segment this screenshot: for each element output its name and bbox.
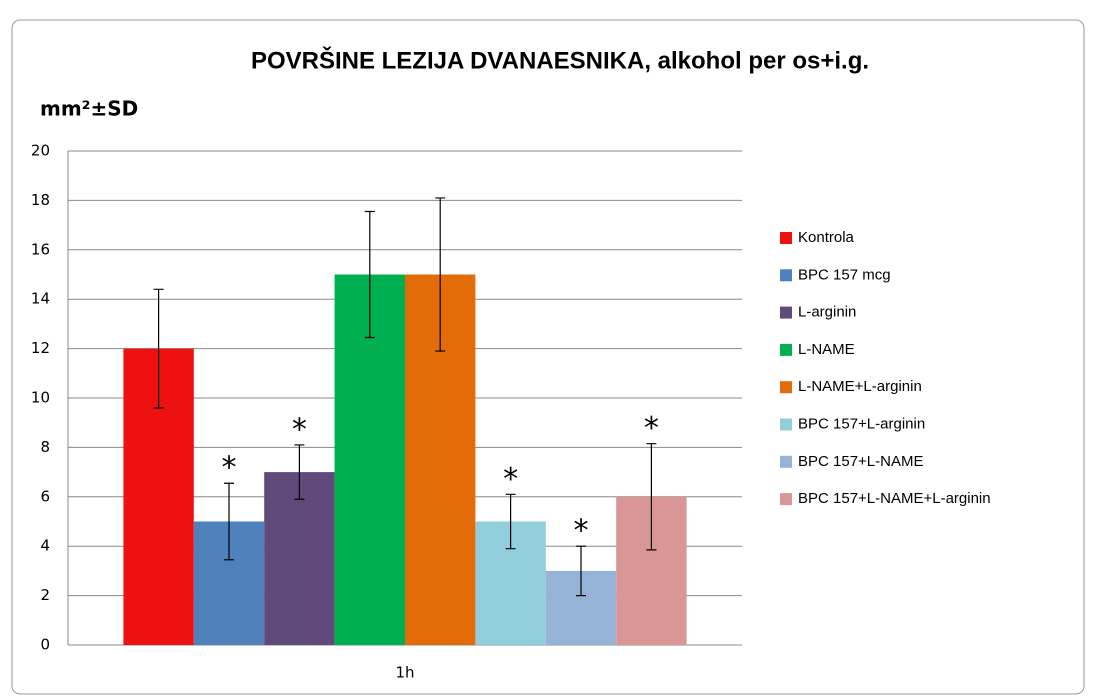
y-tick-label: 4 — [40, 537, 50, 555]
significance-label: * — [642, 411, 660, 446]
y-tick-label: 10 — [31, 389, 50, 407]
significance-label: * — [290, 412, 308, 447]
significance-label: * — [572, 514, 590, 549]
y-tick-label: 0 — [40, 636, 50, 654]
legend-swatch — [780, 455, 792, 468]
legend-swatch — [780, 343, 792, 356]
error-bar — [435, 197, 446, 352]
y-tick-label: 14 — [31, 290, 50, 308]
legend-swatch — [780, 493, 792, 506]
legend-swatch — [780, 269, 792, 282]
legend-swatch — [780, 381, 792, 394]
error-bar — [224, 482, 234, 561]
error-bar — [294, 444, 305, 500]
legend-label: BPC 157+L-arginin — [798, 415, 925, 432]
significance-label: * — [502, 462, 520, 497]
error-bar — [153, 288, 164, 409]
legend-label: BPC 157 mcg — [798, 266, 891, 283]
error-bar — [505, 493, 516, 550]
y-tick-label: 20 — [31, 142, 50, 160]
legend-label: L-arginin — [798, 304, 856, 321]
bar — [264, 472, 335, 645]
legend-swatch — [780, 232, 792, 244]
error-bar — [646, 443, 657, 551]
y-tick-label: 16 — [31, 240, 50, 258]
y-tick-label: 12 — [31, 339, 50, 357]
error-bar — [364, 210, 375, 339]
legend-label: L-NAME+L-arginin — [798, 378, 922, 395]
y-axis-title: mm²±SD — [40, 97, 138, 121]
y-tick-label: 8 — [40, 438, 50, 456]
legend-label: BPC 157+L-NAME+L-arginin — [798, 490, 991, 507]
legend-label: L-NAME — [798, 341, 855, 358]
significance-label: * — [220, 451, 238, 486]
legend-label: BPC 157+L-NAME — [798, 453, 923, 470]
y-tick-label: 2 — [40, 586, 50, 604]
legend-label: Kontrola — [798, 229, 855, 246]
x-tick-label: 1h — [395, 664, 414, 682]
y-tick-label: 18 — [31, 191, 50, 209]
chart-title: POVRŠINE LEZIJA DVANAESNIKA, alkohol per… — [251, 46, 869, 74]
legend-swatch — [780, 418, 792, 431]
error-bar — [576, 545, 586, 597]
y-tick-label: 6 — [40, 487, 50, 505]
legend-swatch — [780, 306, 792, 319]
